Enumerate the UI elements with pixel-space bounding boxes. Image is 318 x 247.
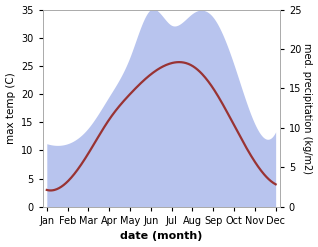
X-axis label: date (month): date (month) <box>120 231 203 242</box>
Y-axis label: max temp (C): max temp (C) <box>5 72 16 144</box>
Y-axis label: med. precipitation (kg/m2): med. precipitation (kg/m2) <box>302 43 313 174</box>
